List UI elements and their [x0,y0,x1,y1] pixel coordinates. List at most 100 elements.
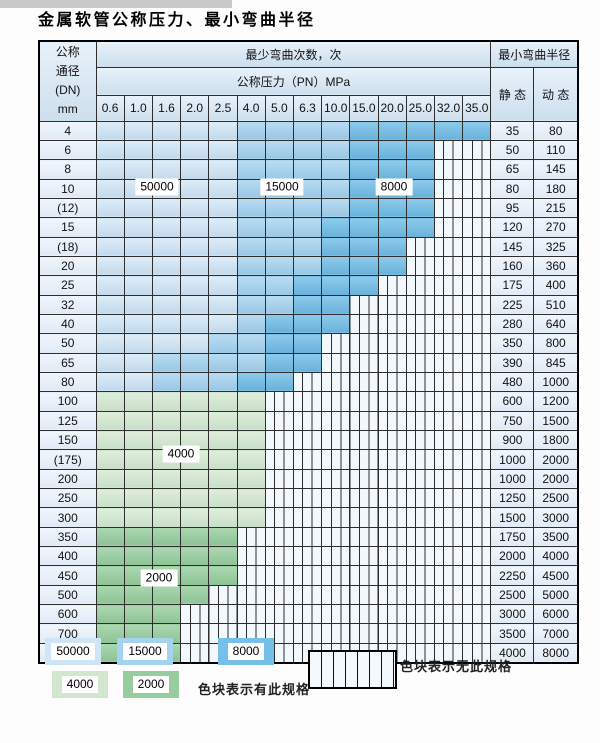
zone-cell [377,275,407,296]
zone-cell [123,159,153,180]
zone-cell [208,642,238,664]
scan-artifact-strip [0,0,232,8]
zone-cell [236,391,266,412]
zone-cell [151,275,182,296]
zone-cell [123,623,153,644]
zone-cell [462,623,492,644]
zone-cell [292,313,323,335]
zone-cell [349,236,379,257]
zone-cell [433,371,464,393]
pressure-value-25.0: 25.0 [405,94,435,122]
dn-cell: 150 [38,429,97,451]
zone-cell [405,449,435,470]
zone-cell [151,120,182,141]
zone-cell [349,197,379,219]
dynamic-radius-cell: 4000 [533,546,579,567]
zone-cell [236,313,266,335]
zone-cell [151,546,182,567]
zone-cell [264,410,294,432]
zone-cell [264,584,294,606]
table-row-dn-250: 250 1250 2500 [38,488,579,509]
pressure-value-35.0: 35.0 [462,94,492,122]
zone-cell [208,120,238,141]
table-row-dn-15: 15 120 270 [38,217,579,238]
zone-cell [321,313,351,335]
zone-cell [462,371,492,393]
zone-cell [321,449,351,470]
zone-cell [236,178,266,199]
zone-cell [405,526,435,548]
zone-cell [349,294,379,315]
zone-cell [292,623,323,644]
dynamic-radius-cell: 6000 [533,604,579,625]
zone-cell [321,333,351,354]
zone-cell [264,429,294,451]
page-title: 金属软管公称压力、最小弯曲半径 [38,10,316,29]
dn-header-line-0: 公称 [55,45,80,60]
static-radius-cell: 2250 [490,565,535,586]
zone-cell [433,468,464,490]
zone-cell [264,275,294,296]
zone-cell [321,159,351,180]
zone-cell [208,333,238,354]
zone-cell [180,604,210,625]
pressure-value-10.0: 10.0 [321,94,351,122]
zone-cell [236,352,266,373]
zone-cell [208,313,238,335]
zone-cell [95,352,125,373]
static-radius-cell: 1000 [490,449,535,470]
dn-cell: 15 [38,217,97,238]
zone-cell [264,371,294,393]
zone-cell [151,468,182,490]
dn-cell: 800 [38,642,97,664]
zone-cell [377,604,407,625]
zone-cell [151,294,182,315]
pressure-value-4.0: 4.0 [236,94,266,122]
zone-cell [321,526,351,548]
zone-cell [264,565,294,586]
dynamic-radius-cell: 400 [533,275,579,296]
zone-cell [123,217,153,238]
zone-cell [208,217,238,238]
zone-cell [462,507,492,528]
dynamic-radius-cell: 360 [533,255,579,277]
zone-cell [123,410,153,432]
dn-cell: 100 [38,391,97,412]
zone-cell [349,410,379,432]
zone-cell [95,294,125,315]
zone-cell [433,507,464,528]
zone-cell [123,236,153,257]
dynamic-radius-cell: 5000 [533,584,579,606]
zone-cell [236,429,266,451]
zone-cell [151,236,182,257]
table-row-dn-50: 50 350 800 [38,333,579,354]
legend-block-4000: 4000 [52,671,108,698]
zone-cell [292,488,323,509]
zone-cell [462,391,492,412]
zone-cell [151,642,182,664]
zone-cell [405,507,435,528]
static-radius-cell: 4000 [490,642,535,664]
zone-cell [433,449,464,470]
zone-cell [349,449,379,470]
zone-cell [349,255,379,277]
zone-cell [433,488,464,509]
zone-cell [405,139,435,161]
zone-cell [264,546,294,567]
zone-cell [462,526,492,548]
zone-cell [377,255,407,277]
zone-cell [236,139,266,161]
zone-cell [405,604,435,625]
zone-cell [123,333,153,354]
static-header: 静 态 [490,66,535,122]
dynamic-radius-cell: 1500 [533,410,579,432]
zone-cell [377,507,407,528]
zone-cell [123,468,153,490]
zone-cell [264,294,294,315]
zone-cell [236,604,266,625]
zone-cell [180,275,210,296]
zone-cell [292,449,323,470]
zone-cell [349,565,379,586]
zone-cell [462,352,492,373]
zone-cell [292,604,323,625]
